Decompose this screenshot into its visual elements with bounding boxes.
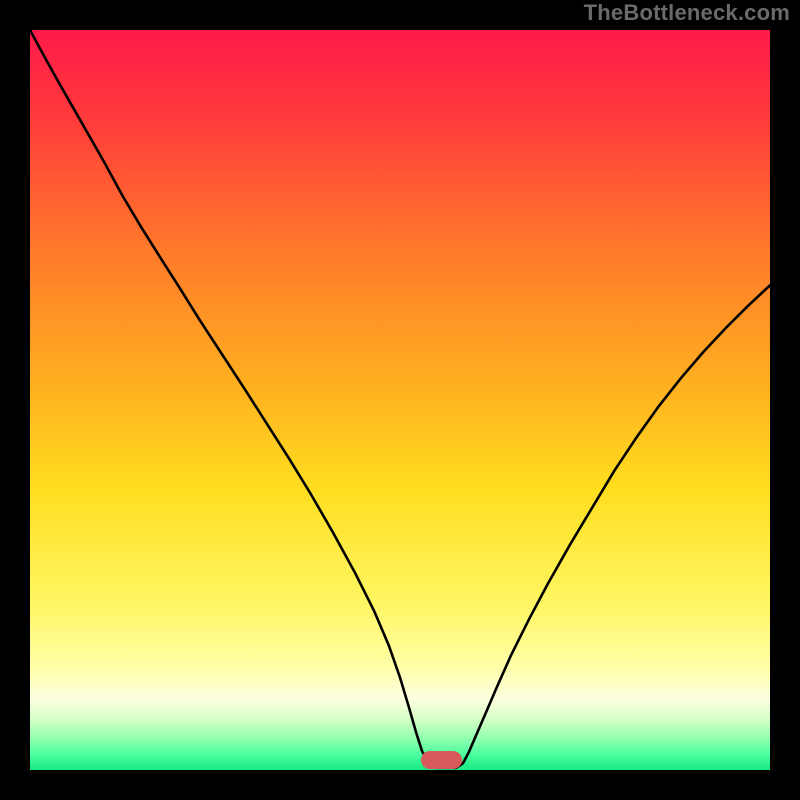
chart-frame: TheBottleneck.com <box>0 0 800 800</box>
attribution-text: TheBottleneck.com <box>584 0 790 26</box>
plot-svg <box>30 30 770 770</box>
optimal-marker <box>421 751 462 769</box>
gradient-background <box>30 30 770 770</box>
plot-area <box>30 30 770 770</box>
